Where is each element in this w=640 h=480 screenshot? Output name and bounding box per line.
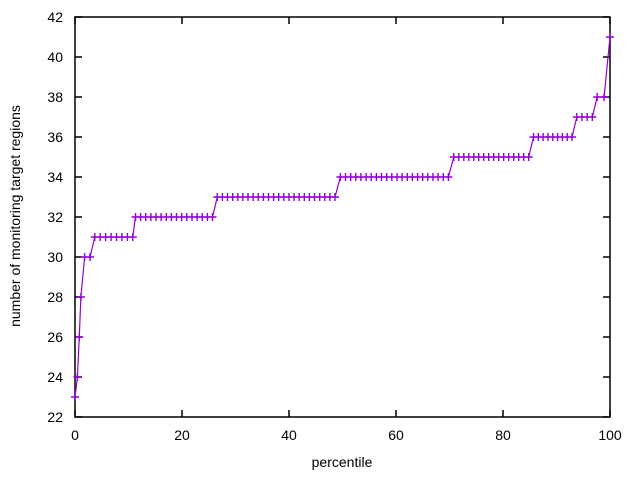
- y-tick-label: 22: [47, 409, 63, 425]
- x-axis-ticks: 0 20 40 60 80 100: [71, 17, 622, 443]
- y-tick-label: 36: [47, 129, 63, 145]
- x-tick-label: 100: [598, 427, 622, 443]
- y-tick-label: 24: [47, 369, 63, 385]
- y-tick-label: 42: [47, 9, 63, 25]
- y-tick-label: 30: [47, 249, 63, 265]
- x-tick-label: 60: [388, 427, 404, 443]
- y-axis-ticks: 22 24 26 28 30 32 34 36 38 40 42: [47, 9, 610, 425]
- x-tick-label: 80: [495, 427, 511, 443]
- y-axis-title: number of monitoring target regions: [7, 105, 23, 327]
- y-tick-label: 38: [47, 89, 63, 105]
- y-tick-label: 26: [47, 329, 63, 345]
- y-tick-label: 34: [47, 169, 63, 185]
- x-tick-label: 0: [71, 427, 79, 443]
- y-tick-label: 32: [47, 209, 63, 225]
- series-markers: [71, 33, 614, 401]
- x-tick-label: 20: [174, 427, 190, 443]
- x-tick-label: 40: [281, 427, 297, 443]
- y-tick-label: 40: [47, 49, 63, 65]
- y-tick-label: 28: [47, 289, 63, 305]
- x-axis-title: percentile: [311, 454, 373, 470]
- plus-marker-path: [71, 33, 614, 401]
